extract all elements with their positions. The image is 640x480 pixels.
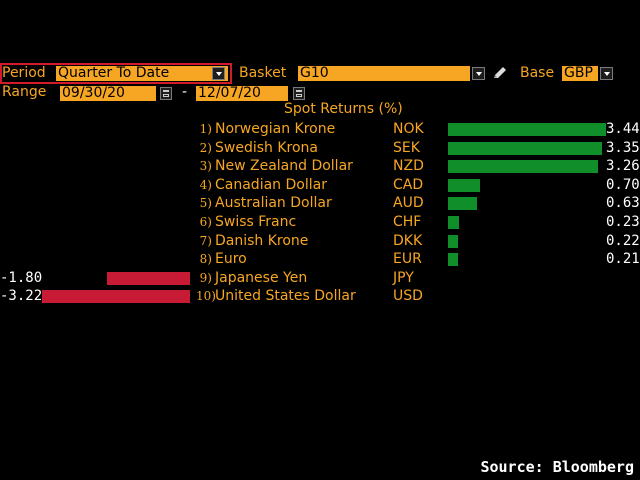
range-end-value: 12/07/20 xyxy=(198,85,261,101)
range-start-value: 09/30/20 xyxy=(62,85,125,101)
period-label: Period xyxy=(2,65,46,81)
currency-row: 6) Swiss Franc CHF 0.23 xyxy=(0,214,640,232)
currency-code: JPY xyxy=(393,269,414,286)
currency-row: 8) Euro EUR 0.21 xyxy=(0,251,640,269)
currency-code: CAD xyxy=(393,176,424,193)
currency-row: 9) Japanese Yen JPY -1.80 xyxy=(0,270,640,288)
currency-code: SEK xyxy=(393,139,420,156)
currency-name[interactable]: Australian Dollar xyxy=(215,195,332,212)
base-dropdown[interactable]: GBP xyxy=(562,66,598,81)
row-rank: 10) xyxy=(196,289,216,304)
currency-row: 7) Danish Krone DKK 0.22 xyxy=(0,233,640,251)
row-rank: 2) xyxy=(199,140,212,155)
currency-row: 2) Swedish Krona SEK 3.35 xyxy=(0,140,640,158)
currency-code: DKK xyxy=(393,232,423,249)
return-value: 0.21 xyxy=(606,251,640,268)
currency-row: 10) United States Dollar USD -3.22 xyxy=(0,288,640,306)
currency-name[interactable]: Danish Krone xyxy=(215,232,309,249)
base-dropdown-arrow-icon[interactable] xyxy=(600,67,613,80)
return-bar xyxy=(448,141,602,155)
range-separator: - xyxy=(182,84,188,100)
row-rank: 1) xyxy=(199,122,212,136)
return-value: 3.35 xyxy=(606,139,640,156)
base-value: GBP xyxy=(564,65,593,81)
period-dropdown[interactable]: Quarter To Date xyxy=(56,66,228,81)
return-bar xyxy=(448,197,477,211)
range-start-calendar-icon[interactable] xyxy=(160,87,172,100)
return-bar xyxy=(448,234,459,248)
return-value: -3.22 xyxy=(0,288,43,305)
row-rank: 9) xyxy=(199,270,212,285)
currency-row: 1) Norwegian Krone NOK 3.44 xyxy=(0,121,640,139)
range-end-input[interactable]: 12/07/20 xyxy=(196,86,288,101)
row-rank: 7) xyxy=(199,233,212,248)
row-rank: 3) xyxy=(199,159,212,174)
row-rank: 6) xyxy=(199,215,212,229)
period-dropdown-arrow-icon[interactable] xyxy=(212,67,225,80)
row-rank: 5) xyxy=(199,196,212,211)
currency-name[interactable]: Swiss Franc xyxy=(215,214,297,230)
basket-dropdown[interactable]: G10 xyxy=(298,66,470,81)
range-start-input[interactable]: 09/30/20 xyxy=(60,86,156,101)
return-value: 0.22 xyxy=(606,232,640,249)
row-rank: 8) xyxy=(199,252,212,267)
return-bar xyxy=(42,290,190,304)
currency-row: 3) New Zealand Dollar NZD 3.26 xyxy=(0,158,640,176)
currency-code: USD xyxy=(393,288,423,305)
pencil-edit-icon[interactable] xyxy=(492,66,508,80)
source-credit: Source: Bloomberg xyxy=(480,458,634,476)
basket-dropdown-arrow-icon[interactable] xyxy=(472,67,485,80)
return-value: 0.23 xyxy=(606,214,640,230)
return-value: 3.44 xyxy=(606,121,640,137)
currency-name[interactable]: Japanese Yen xyxy=(215,269,308,286)
currency-code: AUD xyxy=(393,195,424,212)
return-bar xyxy=(448,160,598,174)
return-value: -1.80 xyxy=(0,269,43,286)
currency-name[interactable]: Norwegian Krone xyxy=(215,121,336,137)
basket-label: Basket xyxy=(239,65,287,81)
currency-code: EUR xyxy=(393,251,422,268)
currency-name[interactable]: Euro xyxy=(215,251,247,268)
base-label: Base xyxy=(520,65,555,81)
return-bar xyxy=(448,178,481,192)
currency-code: NZD xyxy=(393,158,424,175)
currency-row: 5) Australian Dollar AUD 0.63 xyxy=(0,195,640,213)
return-bar xyxy=(448,216,459,229)
period-selector[interactable] xyxy=(0,63,232,84)
currency-name[interactable]: Canadian Dollar xyxy=(215,176,327,193)
range-end-calendar-icon[interactable] xyxy=(293,87,305,100)
return-bar xyxy=(107,271,190,285)
currency-row: 4) Canadian Dollar CAD 0.70 xyxy=(0,177,640,195)
return-value: 0.63 xyxy=(606,195,640,212)
row-rank: 4) xyxy=(199,177,212,192)
currency-name[interactable]: Swedish Krona xyxy=(215,139,318,156)
return-bar xyxy=(448,123,606,136)
return-value: 3.26 xyxy=(606,158,640,175)
currency-code: NOK xyxy=(393,121,424,137)
currency-name[interactable]: New Zealand Dollar xyxy=(215,158,353,175)
basket-value: G10 xyxy=(300,65,329,81)
range-label: Range xyxy=(2,84,47,100)
return-bar xyxy=(448,253,458,267)
chart-title: Spot Returns (%) xyxy=(284,101,403,117)
period-value: Quarter To Date xyxy=(58,65,170,81)
currency-code: CHF xyxy=(393,214,422,230)
return-value: 0.70 xyxy=(606,176,640,193)
currency-name[interactable]: United States Dollar xyxy=(215,288,356,305)
